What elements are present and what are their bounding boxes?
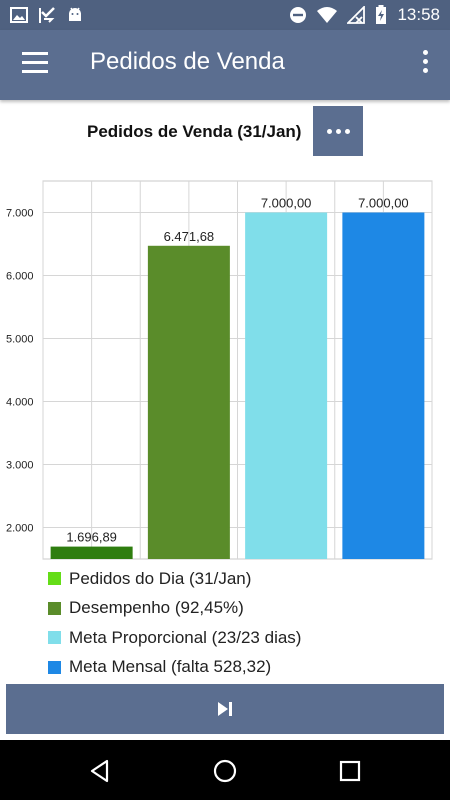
bar-value-label: 1.696,89 xyxy=(66,530,117,545)
chart-legend: Pedidos do Dia (31/Jan) Desempenho (92,45… xyxy=(48,564,301,682)
recents-icon[interactable] xyxy=(338,759,362,783)
bar xyxy=(245,212,328,559)
legend-label: Meta Proporcional (23/23 dias) xyxy=(69,627,302,647)
legend-item: Meta Proporcional (23/23 dias) xyxy=(48,623,301,653)
y-tick-label: 3.000 xyxy=(6,460,34,472)
bar-value-label: 7.000,00 xyxy=(358,196,409,211)
legend-label: Meta Mensal (falta 528,32) xyxy=(69,657,272,677)
bar xyxy=(147,245,230,559)
more-vertical-icon[interactable] xyxy=(420,50,430,80)
legend-swatch xyxy=(48,601,61,615)
legend-swatch xyxy=(48,660,61,674)
do-not-disturb-icon xyxy=(290,7,307,23)
bar xyxy=(50,546,133,559)
status-bar: 13:58 xyxy=(0,0,450,30)
legend-label: Pedidos do Dia (31/Jan) xyxy=(69,568,252,588)
hamburger-menu-icon[interactable] xyxy=(22,52,48,74)
bar-value-label: 6.471,68 xyxy=(164,229,215,244)
chart-title: Pedidos de Venda (31/Jan) xyxy=(87,122,302,141)
home-icon[interactable] xyxy=(212,758,238,784)
y-tick-label: 5.000 xyxy=(6,334,34,346)
legend-item: Meta Mensal (falta 528,32) xyxy=(48,653,301,683)
bar xyxy=(342,212,425,559)
navigation-bar xyxy=(0,740,450,800)
y-tick-label: 7.000 xyxy=(6,208,34,220)
app-bar: Pedidos de Venda xyxy=(0,30,450,100)
bar-chart: 2.000 3.000 4.000 5.000 6.000 7.000 1.696,89 6… xyxy=(6,180,433,560)
legend-swatch xyxy=(48,631,61,645)
legend-swatch xyxy=(48,572,61,586)
page-title: Pedidos de Venda xyxy=(90,48,285,75)
legend-label: Desempenho (92,45%) xyxy=(69,598,244,618)
more-options-button[interactable] xyxy=(313,106,363,156)
back-icon[interactable] xyxy=(88,759,112,783)
y-tick-label: 4.000 xyxy=(6,397,34,409)
legend-item: Desempenho (92,45%) xyxy=(48,594,301,624)
android-icon xyxy=(69,7,81,21)
wifi-icon xyxy=(317,7,338,23)
y-tick-label: 6.000 xyxy=(6,271,34,283)
legend-item: Pedidos do Dia (31/Jan) xyxy=(48,564,301,594)
y-tick-label: 2.000 xyxy=(6,523,34,535)
more-horizontal-icon xyxy=(326,128,332,134)
next-button[interactable] xyxy=(6,684,444,734)
skip-next-icon xyxy=(218,702,232,716)
bar-value-label: 7.000,00 xyxy=(261,196,312,211)
battery-charging-icon xyxy=(376,5,387,24)
status-time: 13:58 xyxy=(397,5,440,24)
signal-icon xyxy=(347,6,366,24)
check-flag-icon xyxy=(39,7,55,23)
image-icon xyxy=(10,7,28,23)
